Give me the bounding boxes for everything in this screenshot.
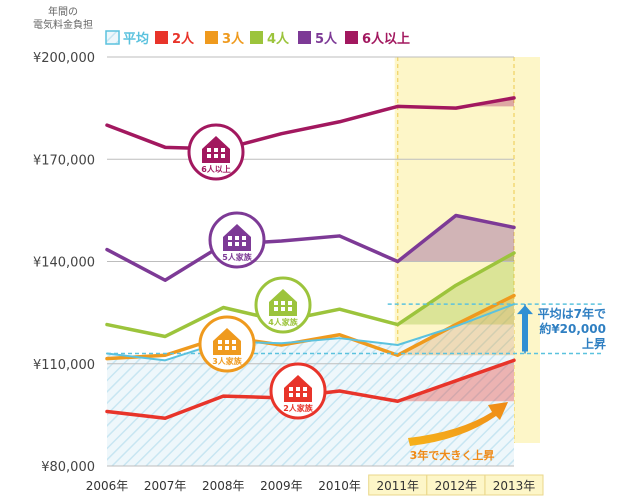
x-tick-label: 2008年 [202,479,245,493]
y-tick-label: ¥110,000 [33,358,95,373]
house-icon-window [228,236,232,240]
house-icon-window [288,307,292,311]
house-icon-window [228,242,232,246]
house-badge-label: 5人家族 [222,252,253,262]
house-icon-window [288,301,292,305]
legend-swatch-p3 [205,31,218,44]
house-badge-label: 2人家族 [283,403,314,413]
house-icon-window [214,154,218,158]
house-icon-window [303,393,307,397]
house-icon-window [303,387,307,391]
legend-label-p4: 4人 [267,31,290,47]
y-tick-label: ¥170,000 [33,153,95,168]
increase-note-line3: 上昇 [582,336,606,351]
x-tick-label: 2009年 [260,479,303,493]
house-icon-window [281,307,285,311]
legend-swatch-p4 [250,31,263,44]
y-axis-title-line2: 電気料金負担 [33,18,93,31]
house-icon-window [225,346,229,350]
house-icon-window [221,154,225,158]
house-icon-window [235,236,239,240]
house-icon-window [207,148,211,152]
legend-swatch-avg [106,31,119,44]
increase-note-line2: 約¥20,000 [539,321,606,336]
legend-label-p2: 2人 [172,31,195,47]
legend-label-p3: 3人 [222,31,245,47]
house-icon-window [289,387,293,391]
house-icon-window [225,340,229,344]
house-badge-p6: 6人以上 [189,125,243,179]
x-tick-label: 2007年 [144,479,187,493]
rise-caption: 3年で大きく上昇 [410,448,495,462]
house-icon-window [218,346,222,350]
y-tick-label: ¥200,000 [33,51,95,66]
house-icon-window [221,148,225,152]
house-icon-window [207,154,211,158]
house-icon-window [281,301,285,305]
y-tick-label: ¥80,000 [41,460,95,475]
house-icon-window [242,236,246,240]
house-icon-window [235,242,239,246]
house-icon-window [289,393,293,397]
house-icon-window [274,307,278,311]
house-icon-window [242,242,246,246]
house-badge-label: 4人家族 [268,317,299,327]
house-badge-label: 3人家族 [212,356,243,366]
house-icon-window [232,340,236,344]
legend-label-avg: 平均 [123,31,149,47]
x-tick-label: 2006年 [86,479,129,493]
house-badge-p3: 3人家族 [200,317,254,371]
house-badge-p4: 4人家族 [256,278,310,332]
legend-swatch-p5 [298,31,311,44]
x-tick-label: 2013年 [493,479,536,493]
increase-note-line1: 平均は7年で [538,306,606,321]
house-icon-window [232,346,236,350]
house-icon-window [296,393,300,397]
house-icon-window [274,301,278,305]
legend-label-p6: 6人以上 [362,31,410,47]
legend-swatch-p2 [155,31,168,44]
house-badge-p5: 5人家族 [210,213,264,267]
house-icon-window [296,387,300,391]
y-tick-label: ¥140,000 [33,256,95,271]
legend-swatch-p6 [345,31,358,44]
house-badge-p2: 2人家族 [271,364,325,418]
x-tick-label: 2011年 [376,479,419,493]
y-axis-title-line1: 年間の [48,5,78,18]
house-icon-window [214,148,218,152]
house-badge-label: 6人以上 [201,164,231,174]
legend-label-p5: 5人 [315,31,338,47]
x-tick-label: 2010年 [318,479,361,493]
house-icon-window [218,340,222,344]
x-tick-label: 2012年 [435,479,478,493]
